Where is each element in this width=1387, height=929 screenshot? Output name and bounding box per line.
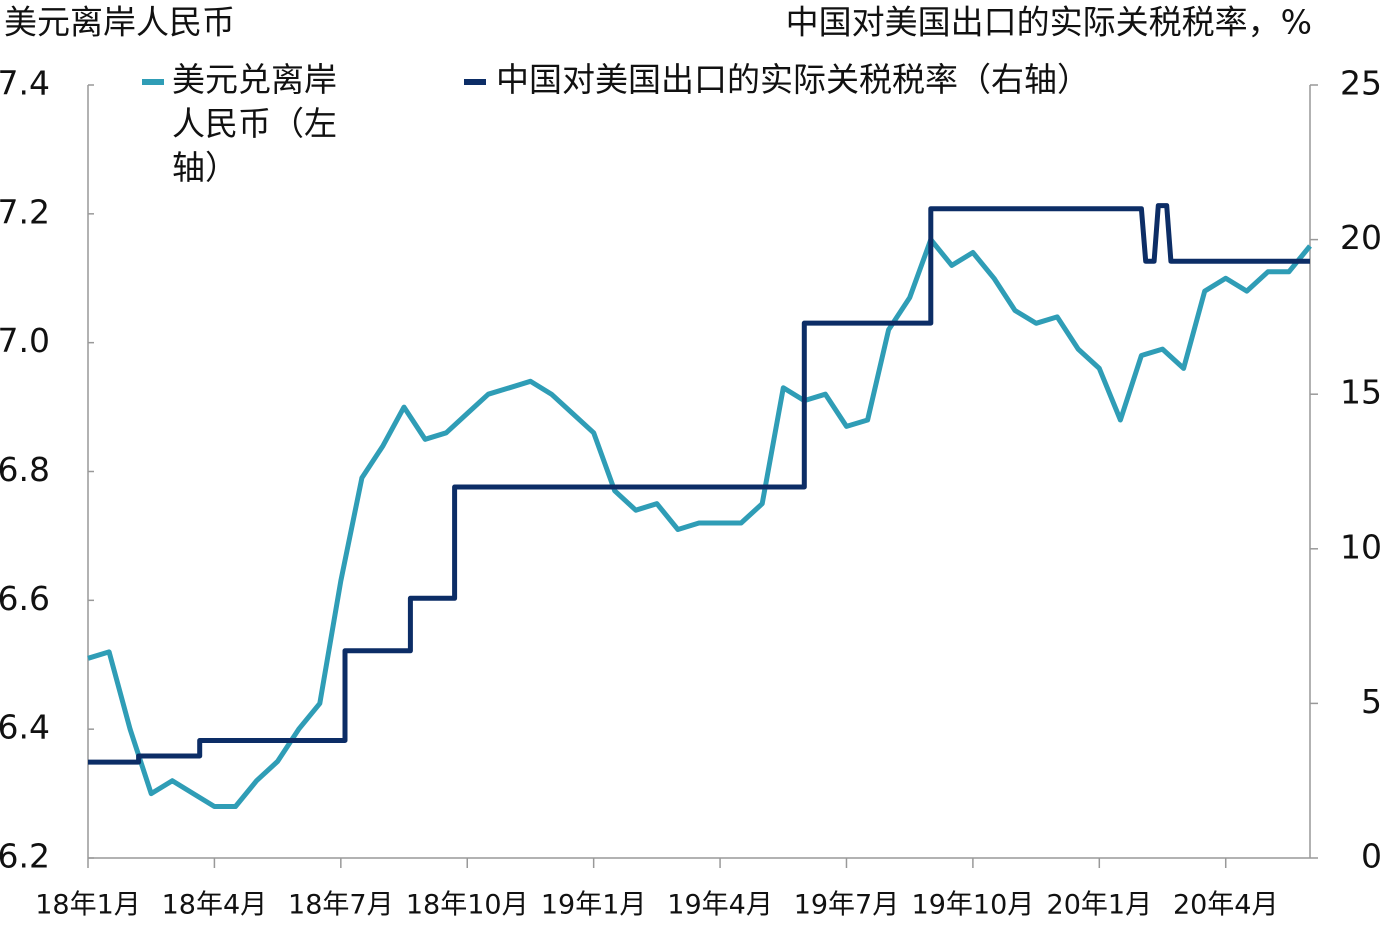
series-line bbox=[87, 237, 1312, 809]
x-tick-label: 18年7月 bbox=[288, 890, 394, 921]
y-tick-label: 7.2 bbox=[0, 192, 50, 231]
x-tick-label: 19年7月 bbox=[794, 890, 900, 921]
y2-axis-title: 中国对美国出口的实际关税税率，% bbox=[786, 3, 1312, 42]
series-line bbox=[88, 203, 1310, 765]
x-tick-label: 19年1月 bbox=[541, 890, 647, 921]
y2-tick-label: 5 bbox=[1361, 682, 1382, 721]
x-tick-label: 19年10月 bbox=[912, 890, 1035, 921]
y2-tick-label: 25 bbox=[1340, 64, 1382, 103]
y-tick-label: 6.8 bbox=[0, 450, 50, 489]
y-tick-label: 7.0 bbox=[0, 321, 50, 360]
x-tick-label: 19年4月 bbox=[667, 890, 773, 921]
y-tick-label: 7.4 bbox=[0, 64, 50, 103]
y2-tick-label: 10 bbox=[1340, 527, 1382, 566]
x-tick-label: 18年1月 bbox=[35, 890, 141, 921]
y-tick-label: 6.2 bbox=[0, 837, 50, 876]
y-axis-title: 美元离岸人民币 bbox=[4, 3, 235, 42]
legend-label: 中国对美国出口的实际关税税率（右轴） bbox=[496, 60, 1090, 99]
y2-tick-label: 20 bbox=[1340, 218, 1382, 257]
y-tick-label: 6.4 bbox=[0, 708, 50, 747]
x-tick-label: 18年10月 bbox=[406, 890, 529, 921]
x-tick-label: 20年4月 bbox=[1173, 890, 1279, 921]
y2-tick-label: 15 bbox=[1340, 373, 1382, 412]
y2-tick-label: 0 bbox=[1361, 837, 1382, 876]
x-tick-label: 20年1月 bbox=[1047, 890, 1153, 921]
x-tick-label: 18年4月 bbox=[162, 890, 268, 921]
y-tick-label: 6.6 bbox=[0, 579, 50, 618]
legend-label: 美元兑离岸人民币（左轴） bbox=[172, 60, 337, 187]
